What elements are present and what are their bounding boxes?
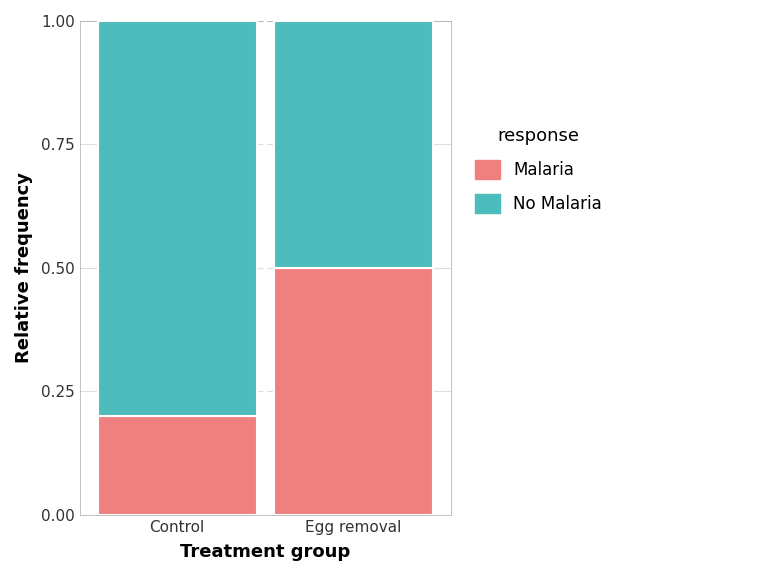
Legend: Malaria, No Malaria: Malaria, No Malaria [466,118,611,221]
X-axis label: Treatment group: Treatment group [180,543,350,561]
Y-axis label: Relative frequency: Relative frequency [15,172,33,363]
Bar [274,268,433,515]
Bar [98,416,257,515]
Bar [274,21,433,268]
Bar [98,21,257,416]
